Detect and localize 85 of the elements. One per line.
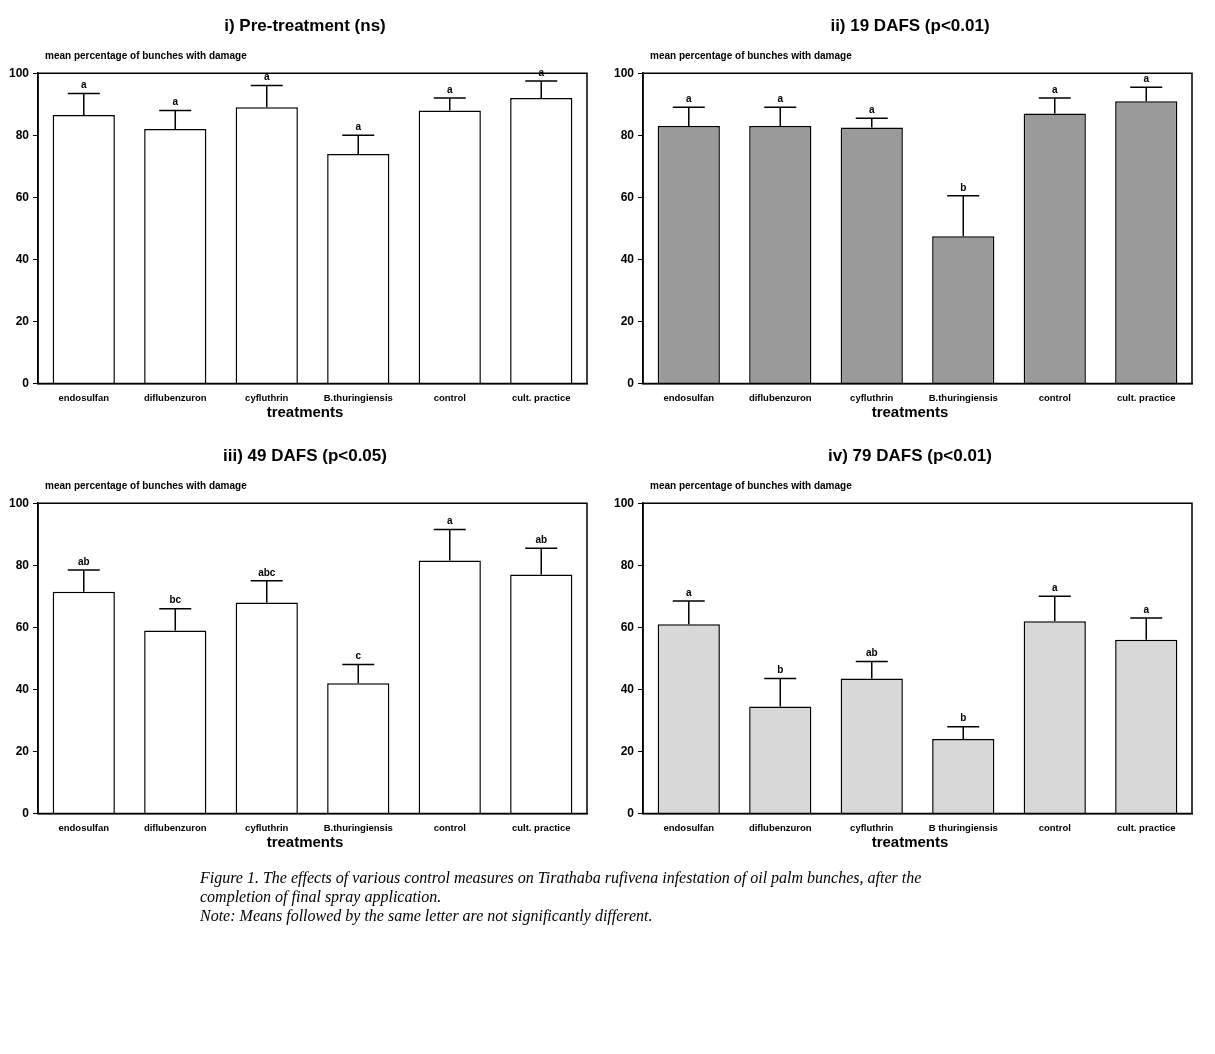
x-tick-label: diflubenzuron: [143, 391, 207, 403]
x-tick-label: cult. practice: [511, 821, 571, 833]
y-tick-label: 20: [15, 743, 30, 758]
x-tick-label: B.thuringiensis: [323, 821, 393, 833]
y-tick-label: 40: [15, 251, 30, 266]
annotation: ab: [535, 533, 548, 545]
annotation: a: [355, 121, 362, 133]
annotation: b: [960, 181, 967, 193]
y-tick-label: 40: [620, 681, 635, 696]
x-tick-label: cult. practice: [1116, 391, 1176, 403]
x-tick-label: endosulfan: [663, 391, 715, 403]
x-axis-title: treatments: [870, 833, 950, 850]
x-axis-title: treatments: [265, 403, 345, 420]
y-axis-title: mean percentage of bunches with damage: [650, 480, 853, 492]
chart-title: i) Pre-treatment (ns): [223, 16, 387, 36]
x-tick-label: B.thuringiensis: [928, 391, 998, 403]
x-tick-label: cyfluthrin: [245, 391, 289, 403]
x-tick-label: diflubenzuron: [748, 391, 812, 403]
x-tick-label: B thuringiensis: [928, 821, 998, 833]
x-tick-label: control: [1038, 391, 1071, 403]
y-tick-label: 60: [15, 619, 30, 634]
annotation: a: [446, 83, 453, 95]
y-tick-label: 100: [613, 65, 635, 80]
annotation: a: [172, 96, 179, 108]
y-tick-label: 60: [620, 619, 635, 634]
x-tick-label: diflubenzuron: [748, 821, 812, 833]
caption: Figure 1. The effects of various control measures on Tirathaba rufivena infestation of oil palm bunches, after the completion of final spray application.: [200, 868, 923, 906]
y-tick-label: 0: [22, 375, 30, 390]
y-tick-label: 80: [620, 127, 635, 142]
x-tick-label: cult. practice: [511, 391, 571, 403]
x-tick-label: diflubenzuron: [143, 821, 207, 833]
y-axis-title: mean percentage of bunches with damage: [45, 480, 248, 492]
y-tick-label: 20: [15, 313, 30, 328]
x-axis-title: treatments: [870, 403, 950, 420]
y-tick-label: 40: [15, 681, 30, 696]
chart-title: iii) 49 DAFS (p<0.05): [222, 446, 388, 466]
x-tick-label: control: [433, 391, 466, 403]
annotation: a: [685, 586, 692, 598]
chart-title: ii) 19 DAFS (p<0.01): [829, 16, 991, 36]
annotation: a: [80, 79, 87, 91]
annotation: b: [777, 664, 784, 676]
x-tick-label: B.thuringiensis: [323, 391, 393, 403]
y-tick-label: 60: [620, 189, 635, 204]
annotation: ab: [77, 555, 90, 567]
text: Note: Means followed by the same letter are not significantly different.: [200, 906, 654, 925]
y-tick-label: 20: [620, 743, 635, 758]
y-axis-title: mean percentage of bunches with damage: [650, 50, 853, 62]
y-tick-label: 0: [627, 805, 635, 820]
y-tick-label: 0: [627, 375, 635, 390]
y-tick-label: 80: [15, 127, 30, 142]
y-axis-title: mean percentage of bunches with damage: [45, 50, 248, 62]
annotation: a: [1051, 83, 1058, 95]
annotation: a: [777, 93, 784, 105]
x-tick-label: cyfluthrin: [850, 821, 894, 833]
annotation: a: [263, 71, 270, 83]
x-tick-label: cult. practice: [1116, 821, 1176, 833]
x-tick-label: endosulfan: [58, 391, 110, 403]
annotation: a: [685, 93, 692, 105]
annotation: a: [1143, 72, 1150, 84]
y-tick-label: 100: [613, 495, 635, 510]
chart-title: iv) 79 DAFS (p<0.01): [827, 446, 993, 466]
annotation: a: [1143, 603, 1150, 615]
x-tick-label: control: [1038, 821, 1071, 833]
annotation: ab: [865, 647, 878, 659]
x-tick-label: cyfluthrin: [850, 391, 894, 403]
annotation: b: [960, 712, 967, 724]
x-tick-label: cyfluthrin: [245, 821, 289, 833]
y-tick-label: 80: [620, 557, 635, 572]
annotation: abc: [258, 566, 276, 578]
annotation: a: [446, 515, 453, 527]
x-tick-label: endosulfan: [58, 821, 110, 833]
y-tick-label: 100: [8, 495, 30, 510]
x-axis-title: treatments: [265, 833, 345, 850]
x-tick-label: control: [433, 821, 466, 833]
annotation: a: [1051, 582, 1058, 594]
annotation: a: [868, 103, 875, 115]
y-tick-label: 100: [8, 65, 30, 80]
y-tick-label: 60: [15, 189, 30, 204]
annotation: bc: [169, 594, 182, 606]
x-tick-label: endosulfan: [663, 821, 715, 833]
annotation: c: [355, 650, 362, 662]
y-tick-label: 40: [620, 251, 635, 266]
y-tick-label: 20: [620, 313, 635, 328]
y-tick-label: 80: [15, 557, 30, 572]
y-tick-label: 0: [22, 805, 30, 820]
